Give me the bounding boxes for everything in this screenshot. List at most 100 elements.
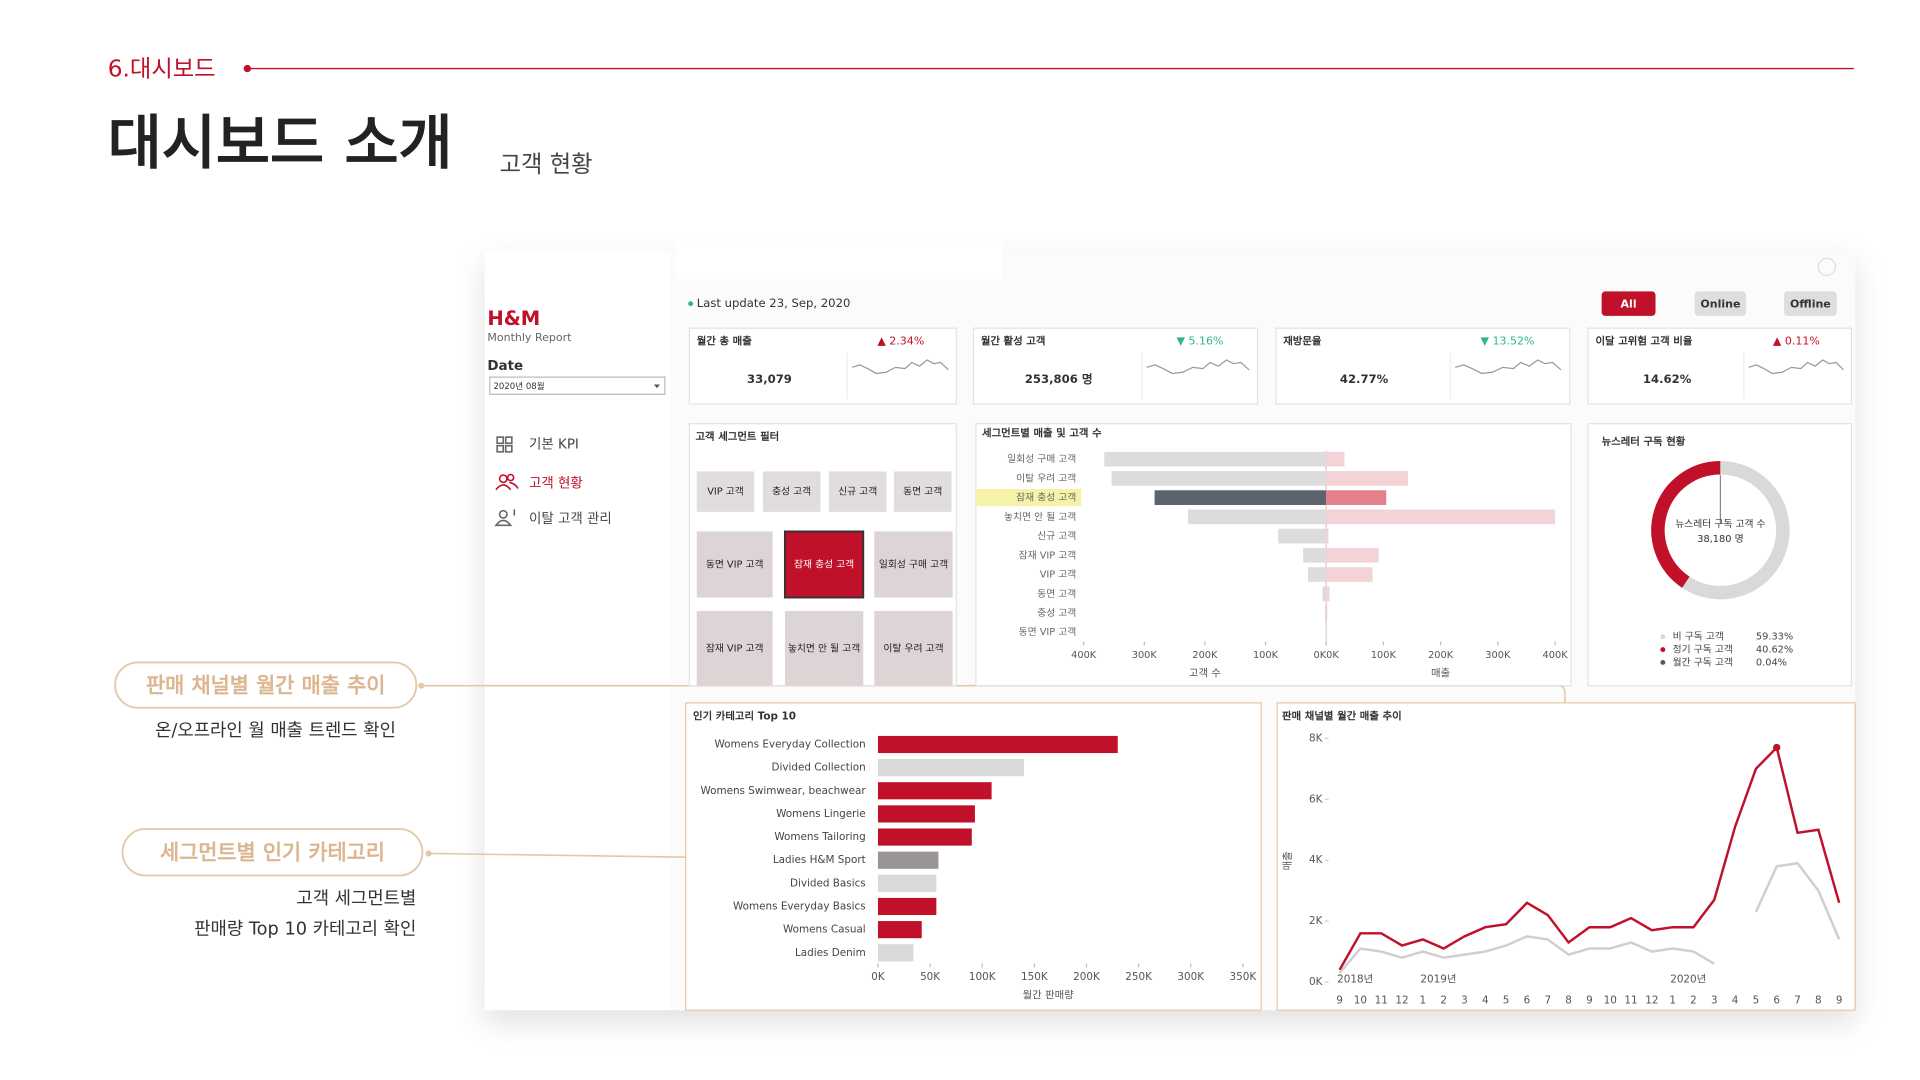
y-tick-label: 6K [1309,793,1324,805]
bar-left [1307,567,1327,582]
card [972,327,1259,405]
kpi-value: 33,079 [747,372,792,386]
menu-item[interactable]: 고객 현황 [529,476,583,492]
slide-title: 대시보드 소개 [108,108,453,177]
segment-label: 동면 고객 [903,486,942,498]
category-label: Womens Tailoring [774,831,865,843]
x-tick-label: 100K [1371,650,1397,661]
bar [877,805,975,823]
year-label: 2018년 [1337,974,1373,986]
highlight-band [975,489,1082,507]
dropdown-arrow [653,384,660,389]
icon-part [509,481,519,489]
date-dropdown[interactable] [489,376,666,395]
legend-value: 40.62% [1756,645,1793,656]
x-tick-label: 0K [1313,650,1326,661]
category-label: Womens Casual [783,924,866,936]
x-tick-label: 5 [1503,994,1510,1006]
line-series [1338,745,1841,971]
segment-button[interactable] [783,530,865,599]
menu-item[interactable]: 기본 KPI [529,436,579,452]
kpi-value: 14.62% [1643,372,1692,386]
x-tick-label: 1 [1420,994,1427,1006]
category-label: 충성 고객 [1037,607,1076,619]
card [1275,327,1571,405]
legend-value: 59.33% [1756,632,1793,643]
x-tick-label: 1 [1669,994,1676,1006]
bar-left [1278,528,1327,544]
segment-label: 놓치면 안 될 고객 [788,642,860,654]
callout-title: 판매 채널별 월간 매출 추이 [146,673,385,697]
bar-left [1325,624,1327,640]
legend-label: 비 구독 고객 [1673,631,1724,643]
x-tick-label: 200K [1073,971,1101,983]
x-tick-label: 150K [1021,971,1049,983]
segment-label: 일회성 구매 고객 [879,558,948,570]
year-label: 2019년 [1420,974,1456,986]
legend-label: 월간 구독 고객 [1673,656,1733,668]
segment-label: 잠재 충성 고객 [794,558,854,570]
bar [877,759,1024,777]
icon-churn [498,509,508,519]
bar-right [1326,471,1408,486]
segment-label: 잠재 VIP 고객 [706,642,764,654]
y-tick-label: 4K [1309,854,1324,866]
kpi-change: ▲ 0.11% [1773,335,1820,348]
x-tick-label: 9 [1336,994,1343,1006]
y-tick-label: 2K [1309,915,1324,927]
info-icon[interactable] [1817,257,1837,277]
segment-button[interactable] [696,531,773,598]
x-tick-label: 300K [1132,650,1158,661]
segment-button[interactable] [696,611,773,686]
segment-label: 충성 고객 [772,486,811,498]
chart-title: 세그먼트별 매출 및 고객 수 [982,426,1102,439]
segment-button[interactable] [874,531,953,598]
kpi-label: 재방문율 [1283,335,1322,348]
card [1276,702,1856,1011]
bar [877,874,937,892]
x-tick-label: 7 [1794,994,1801,1006]
date-label: Date [487,359,523,374]
icon-kpi [496,444,505,453]
icon-customers [495,473,519,491]
segment-button[interactable] [828,471,887,512]
segment-button[interactable] [784,611,864,686]
card [688,327,957,405]
bar-left [1303,547,1327,563]
icon-kpi [504,444,513,453]
category-label: Ladies Denim [795,947,866,959]
channel-button[interactable] [1694,291,1747,316]
bar [877,828,972,846]
bar-right [1326,547,1379,563]
connector-dot [418,682,425,689]
y-tick-label: 8K [1309,732,1324,744]
bar [877,782,992,800]
report-name: Monthly Report [487,331,572,344]
menu-icons [494,436,519,527]
x-tick-label: 300K [1485,650,1511,661]
segment-button[interactable] [696,471,755,512]
category-label: VIP 고객 [1040,569,1077,581]
segment-button[interactable] [762,471,821,512]
category-label: 동면 VIP 고객 [1019,626,1077,638]
x-tick-label: 400K [1543,650,1569,661]
x-tick-label: 9 [1836,994,1843,1006]
channel-button[interactable] [1784,291,1837,316]
x-tick-label: 0K [1326,650,1339,661]
x-tick-label: 200K [1192,650,1218,661]
category-label: 잠재 충성 고객 [1016,492,1076,504]
channel-button[interactable] [1601,291,1656,316]
chart-title: 인기 카테고리 Top 10 [693,709,796,722]
bar-right [1326,451,1345,467]
card [685,702,1262,1011]
x-tick-label: 7 [1544,994,1551,1006]
segment-button[interactable] [874,611,953,686]
donut-slice [1651,461,1721,588]
category-label: 이탈 우려 고객 [1016,471,1076,484]
connector-dot [425,850,432,857]
segment-button[interactable] [893,471,952,512]
sparkline [1146,359,1250,375]
category-label: Ladies H&M Sport [773,854,866,866]
axis-title: 고객 수 [1189,667,1221,679]
menu-item[interactable]: 이탈 고객 관리 [529,511,612,527]
